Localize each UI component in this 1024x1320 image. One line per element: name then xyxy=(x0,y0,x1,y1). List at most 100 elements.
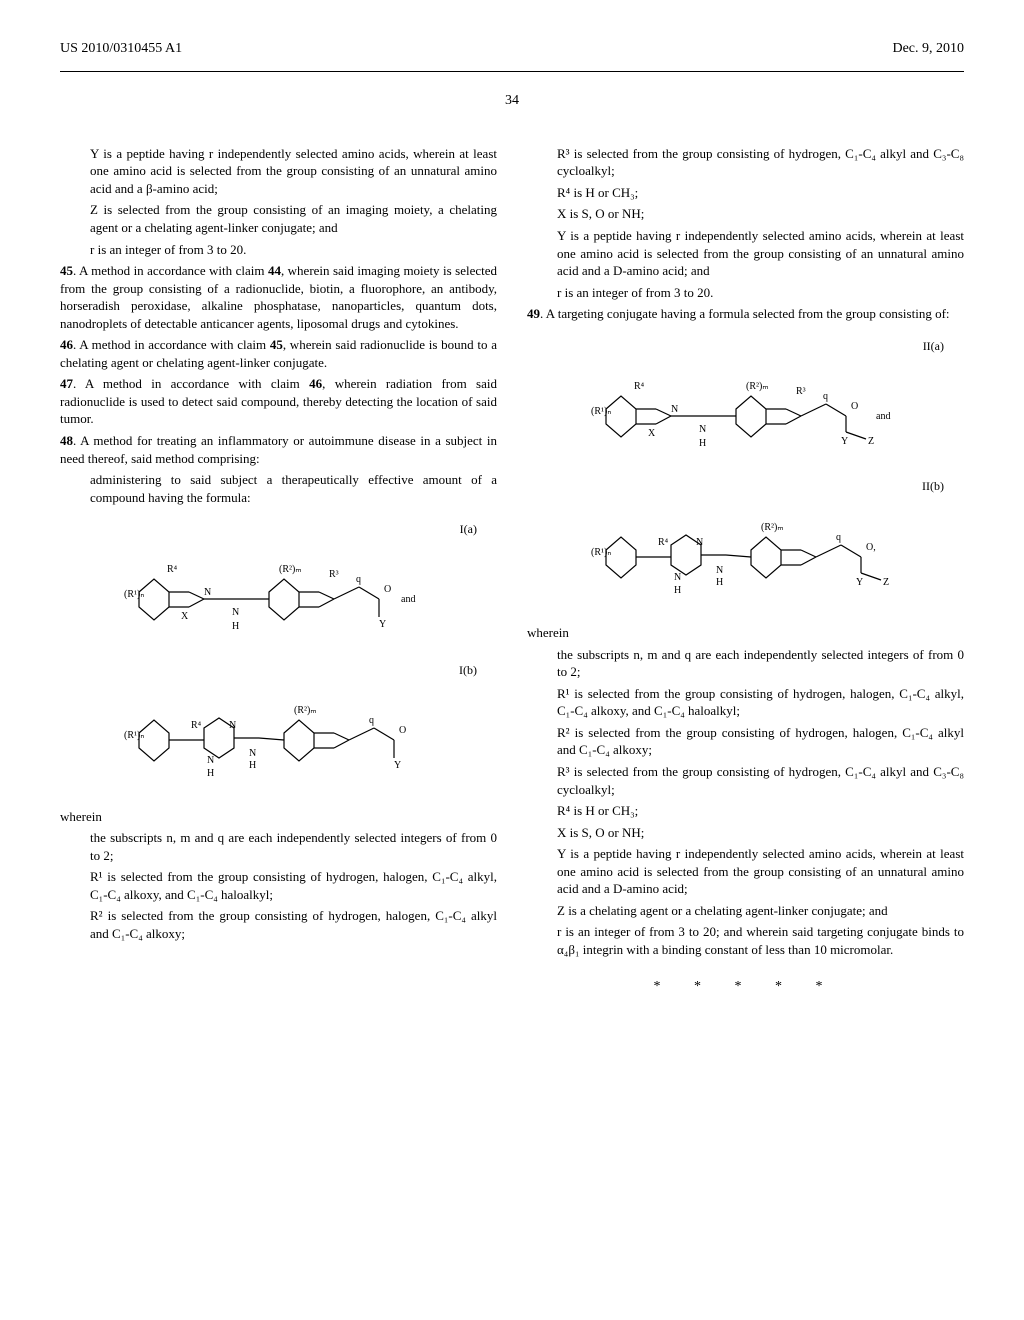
svg-text:Y: Y xyxy=(379,619,386,630)
svg-text:O,: O, xyxy=(866,542,876,553)
claim-46-number: 46 xyxy=(60,337,73,352)
svg-text:q: q xyxy=(356,574,361,585)
subscripts-def: the subscripts n, m and q are each indep… xyxy=(60,829,497,864)
r-definition: r is an integer of from 3 to 20. xyxy=(60,241,497,259)
wherein-label-right: wherein xyxy=(527,624,964,642)
svg-text:and: and xyxy=(876,411,890,422)
svg-text:R³: R³ xyxy=(329,569,339,580)
svg-text:N: N xyxy=(716,565,723,576)
chemical-structure-IIb: (R¹)ₙR⁴NNHNH(R²)ₘqO,YZ xyxy=(527,505,964,610)
formula-label-Ia: I(a) xyxy=(60,521,497,537)
claim-49-number: 49 xyxy=(527,306,540,321)
svg-text:(R²)ₘ: (R²)ₘ xyxy=(294,705,317,716)
left-column: Y is a peptide having r independently se… xyxy=(60,141,497,998)
page-header: US 2010/0310455 A1 Dec. 9, 2010 xyxy=(60,40,964,59)
r4-definition: R⁴ is H or CH₃; xyxy=(527,184,964,202)
r2-definition: R² is selected from the group consisting… xyxy=(60,907,497,942)
header-rule xyxy=(60,71,964,72)
formula-label-IIb: II(b) xyxy=(527,478,964,494)
z-definition: Z is selected from the group consisting … xyxy=(60,201,497,236)
r2-definition-right: R² is selected from the group consisting… xyxy=(527,724,964,759)
svg-text:O: O xyxy=(384,584,391,595)
svg-text:(R¹)ₙ: (R¹)ₙ xyxy=(591,406,611,417)
r-definition-right: r is an integer of from 3 to 20. xyxy=(527,284,964,302)
svg-text:Y: Y xyxy=(841,436,848,447)
claim-48: 48. A method for treating an inflammator… xyxy=(60,432,497,467)
formula-label-Ib: I(b) xyxy=(60,662,497,678)
svg-text:N: N xyxy=(229,720,236,731)
svg-text:H: H xyxy=(207,768,214,779)
subscripts-def-right: the subscripts n, m and q are each indep… xyxy=(527,646,964,681)
svg-text:H: H xyxy=(716,577,723,588)
r1-definition: R¹ is selected from the group consisting… xyxy=(60,868,497,903)
formula-block-I: I(a) (R¹)ₙR⁴NXNH(R²)ₘR³qOYand I(b) (R¹)ₙ… xyxy=(60,521,497,792)
y-definition: Y is a peptide having r independently se… xyxy=(60,145,497,198)
svg-text:R³: R³ xyxy=(796,386,806,397)
chemical-structure-Ib: (R¹)ₙR⁴NNHNH(R²)ₘqOY xyxy=(60,688,497,793)
claim-46: 46. A method in accordance with claim 45… xyxy=(60,336,497,371)
svg-text:(R¹)ₙ: (R¹)ₙ xyxy=(124,730,144,741)
z-definition-right: Z is a chelating agent or a chelating ag… xyxy=(527,902,964,920)
claim-45: 45. A method in accordance with claim 44… xyxy=(60,262,497,332)
end-marks: * * * * * xyxy=(527,978,964,997)
r3-definition-right2: R³ is selected from the group consisting… xyxy=(527,763,964,798)
publication-date: Dec. 9, 2010 xyxy=(892,40,964,59)
svg-text:N: N xyxy=(671,404,678,415)
svg-text:and: and xyxy=(401,594,415,605)
svg-text:N: N xyxy=(204,587,211,598)
claim-45-number: 45 xyxy=(60,263,73,278)
svg-text:(R²)ₘ: (R²)ₘ xyxy=(279,564,302,575)
r1-definition-right: R¹ is selected from the group consisting… xyxy=(527,685,964,720)
svg-text:q: q xyxy=(369,715,374,726)
chemical-structure-IIa: (R¹)ₙR⁴NXNH(R²)ₘR³qOYZand xyxy=(527,364,964,469)
claim-47-number: 47 xyxy=(60,376,73,391)
svg-text:O: O xyxy=(851,401,858,412)
svg-text:N: N xyxy=(696,537,703,548)
r3-definition: R³ is selected from the group consisting… xyxy=(527,145,964,180)
chemical-structure-Ia: (R¹)ₙR⁴NXNH(R²)ₘR³qOYand xyxy=(60,547,497,652)
svg-text:H: H xyxy=(232,621,239,632)
svg-text:R⁴: R⁴ xyxy=(658,537,669,548)
svg-text:(R¹)ₙ: (R¹)ₙ xyxy=(124,589,144,600)
svg-text:H: H xyxy=(674,585,681,596)
svg-text:H: H xyxy=(249,760,256,771)
text-columns: Y is a peptide having r independently se… xyxy=(60,141,964,998)
svg-text:N: N xyxy=(232,607,239,618)
r4-definition-right2: R⁴ is H or CH₃; xyxy=(527,802,964,820)
svg-text:N: N xyxy=(674,572,681,583)
svg-text:R⁴: R⁴ xyxy=(191,720,202,731)
svg-text:Y: Y xyxy=(856,577,863,588)
right-column: R³ is selected from the group consisting… xyxy=(527,141,964,998)
wherein-label: wherein xyxy=(60,808,497,826)
svg-text:R⁴: R⁴ xyxy=(634,381,645,392)
publication-number: US 2010/0310455 A1 xyxy=(60,40,182,59)
svg-text:N: N xyxy=(699,424,706,435)
page-number: 34 xyxy=(60,92,964,111)
y-definition-right2: Y is a peptide having r independently se… xyxy=(527,845,964,898)
formula-block-II: II(a) (R¹)ₙR⁴NXNH(R²)ₘR³qOYZand II(b) (R… xyxy=(527,338,964,609)
svg-text:Y: Y xyxy=(394,760,401,771)
x-definition: X is S, O or NH; xyxy=(527,205,964,223)
svg-text:Z: Z xyxy=(868,436,874,447)
svg-text:N: N xyxy=(207,755,214,766)
svg-text:Z: Z xyxy=(883,577,889,588)
x-definition-right2: X is S, O or NH; xyxy=(527,824,964,842)
svg-text:N: N xyxy=(249,748,256,759)
svg-text:q: q xyxy=(836,532,841,543)
svg-text:q: q xyxy=(823,391,828,402)
svg-text:X: X xyxy=(181,611,189,622)
svg-text:(R²)ₘ: (R²)ₘ xyxy=(746,381,769,392)
claim-48-number: 48 xyxy=(60,433,73,448)
svg-text:O: O xyxy=(399,725,406,736)
svg-text:(R¹)ₙ: (R¹)ₙ xyxy=(591,547,611,558)
claim-47: 47. A method in accordance with claim 46… xyxy=(60,375,497,428)
claim-49: 49. A targeting conjugate having a formu… xyxy=(527,305,964,323)
svg-text:(R²)ₘ: (R²)ₘ xyxy=(761,522,784,533)
svg-text:X: X xyxy=(648,428,656,439)
formula-label-IIa: II(a) xyxy=(527,338,964,354)
svg-text:R⁴: R⁴ xyxy=(167,564,178,575)
y-definition-right: Y is a peptide having r independently se… xyxy=(527,227,964,280)
claim-48-step: administering to said subject a therapeu… xyxy=(60,471,497,506)
svg-text:H: H xyxy=(699,438,706,449)
r-definition-right2: r is an integer of from 3 to 20; and whe… xyxy=(527,923,964,958)
